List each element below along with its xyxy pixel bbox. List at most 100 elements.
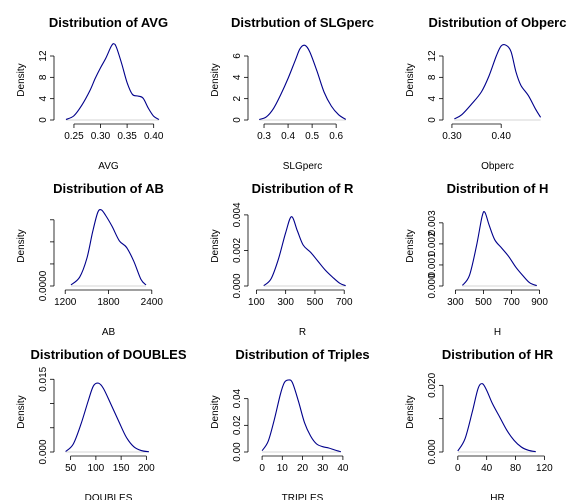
panel-1-y-tick-label: 0 xyxy=(38,117,49,123)
panel-7-x-tick-label: 50 xyxy=(65,463,77,474)
panel-1-x-tick-label: 0.40 xyxy=(144,131,164,142)
panel-1-y-tick-label: 12 xyxy=(38,50,49,62)
panel-9-y-tick-label: 0.020 xyxy=(427,372,438,397)
panel-2-density-curve xyxy=(259,44,347,120)
panel-9-y-label: Density xyxy=(405,395,416,428)
panel-8-y-label: Density xyxy=(210,395,221,428)
panel-9-x-tick-label: 120 xyxy=(536,463,553,474)
panel-2-x-label: SLGperc xyxy=(283,161,322,172)
panel-3-x-tick-label: 0.40 xyxy=(491,131,511,142)
panel-8-y-tick-label: 0.00 xyxy=(232,442,243,462)
panel-7-x-tick-label: 100 xyxy=(88,463,105,474)
panel-8-y-tick-label: 0.02 xyxy=(232,415,243,435)
panel-9: Distribution of HR 0.000 0.020 Density 0 40 80… xyxy=(405,347,554,500)
panel-3-y-tick-label: 8 xyxy=(427,74,438,80)
panel-5-x-tick-label: 100 xyxy=(248,297,265,308)
panel-1-y-tick-label: 8 xyxy=(38,74,49,80)
panel-7-density-curve xyxy=(65,382,149,453)
panel-1-y-label: Density xyxy=(16,63,27,96)
panel-2-y-tick-label: 0 xyxy=(232,117,243,123)
panel-9-density-curve xyxy=(457,383,536,453)
panel-6-y-label: Density xyxy=(405,229,416,262)
panel-4-x-tick-label: 2400 xyxy=(141,297,164,308)
panel-7-x-tick-label: 150 xyxy=(113,463,130,474)
panel-9-x-tick-label: 40 xyxy=(481,463,493,474)
panel-7-y-tick-label: 0.015 xyxy=(38,366,49,391)
panel-2-x-tick-label: 0.6 xyxy=(329,131,343,142)
panel-9-x-label: HR xyxy=(490,493,504,500)
panel-2: Distrbution of SLGperc 0 2 4 6 Density 0.3 0.4 0… xyxy=(210,15,374,172)
panel-6-x-tick-label: 300 xyxy=(447,297,464,308)
panel-5-y-tick-label: 0.000 xyxy=(232,273,243,298)
panel-3-density-curve xyxy=(454,44,542,120)
panel-5-y-tick-label: 0.004 xyxy=(232,202,243,227)
panel-3-x-tick-label: 0.30 xyxy=(442,131,462,142)
panel-5-x-tick-label: 300 xyxy=(277,297,294,308)
panel-1-x-tick-label: 0.35 xyxy=(117,131,137,142)
panel-5-density-curve xyxy=(263,216,346,287)
panel-5: Distribution of R 0.000 0.002 0.004 Density 1… xyxy=(210,181,354,338)
panel-3-y-tick-label: 4 xyxy=(427,95,438,101)
panel-1-density-curve xyxy=(65,43,160,120)
panel-8-x-tick-label: 40 xyxy=(337,463,349,474)
panel-8-y-tick-label: 0.04 xyxy=(232,388,243,408)
panel-2-y-tick-label: 4 xyxy=(232,74,243,80)
panel-4: Distribution of AB 0.0000 Density 1200 1800 2… xyxy=(16,181,164,338)
panel-6-x-tick-label: 900 xyxy=(531,297,548,308)
panel-3-y-label: Density xyxy=(405,63,416,96)
panel-6-y-tick-label: 0.001 xyxy=(427,252,438,277)
panel-1: Distribution of AVG 0 4 8 12 Density 0.25 0.30 0… xyxy=(16,15,168,172)
panel-6-y-tick-label: 0.002 xyxy=(427,231,438,256)
panel-4-y-label: Density xyxy=(16,229,27,262)
panel-7: Distribution of DOUBLES 0.000 0.015 Density… xyxy=(16,347,187,500)
panel-8-title: Distribution of Triples xyxy=(235,347,369,362)
panel-6-y-tick-label: 0.003 xyxy=(427,210,438,235)
panel-7-y-tick-label: 0.000 xyxy=(38,439,49,464)
panel-3-y-tick-label: 0 xyxy=(427,117,438,123)
panel-8: Distribution of Triples 0.00 0.02 0.04 Densi… xyxy=(210,347,370,500)
panel-5-y-label: Density xyxy=(210,229,221,262)
panel-1-x-tick-label: 0.25 xyxy=(64,131,84,142)
panel-1-x-label: AVG xyxy=(98,161,119,172)
panel-4-title: Distribution of AB xyxy=(53,181,164,196)
panel-8-x-tick-label: 20 xyxy=(297,463,309,474)
panel-3-y-tick-label: 12 xyxy=(427,50,438,62)
panel-6-x-label: H xyxy=(494,327,501,338)
panel-6-x-tick-label: 700 xyxy=(503,297,520,308)
panel-9-y-tick-label: 0.000 xyxy=(427,439,438,464)
panel-9-title: Distribution of HR xyxy=(442,347,554,362)
panel-7-title: Distribution of DOUBLES xyxy=(31,347,187,362)
panel-2-x-tick-label: 0.3 xyxy=(257,131,271,142)
panel-4-y-tick-label: 0.0000 xyxy=(38,270,49,301)
panel-5-x-tick-label: 500 xyxy=(307,297,324,308)
panel-7-x-tick-label: 200 xyxy=(138,463,155,474)
panel-8-x-label: TRIPLES xyxy=(282,493,324,500)
panel-3-x-label: Obperc xyxy=(481,161,514,172)
panel-4-x-tick-label: 1200 xyxy=(54,297,77,308)
panel-8-x-tick-label: 10 xyxy=(277,463,289,474)
panel-3: Distribution of Obperc 0 4 8 12 Density 0.30 0.… xyxy=(405,15,566,172)
panel-6-title: Distribution of H xyxy=(447,181,549,196)
panel-8-x-tick-label: 30 xyxy=(317,463,329,474)
panel-1-y-tick-label: 4 xyxy=(38,95,49,101)
panel-3-title: Distribution of Obperc xyxy=(429,15,567,30)
panel-2-x-tick-label: 0.5 xyxy=(305,131,319,142)
panel-9-x-tick-label: 80 xyxy=(510,463,522,474)
panel-7-y-label: Density xyxy=(16,395,27,428)
panel-8-x-tick-label: 0 xyxy=(259,463,265,474)
panel-2-y-tick-label: 2 xyxy=(232,95,243,101)
panel-1-title: Distribution of AVG xyxy=(49,15,168,30)
panel-1-x-tick-label: 0.30 xyxy=(91,131,111,142)
panel-6-x-tick-label: 500 xyxy=(475,297,492,308)
panel-2-title: Distrbution of SLGperc xyxy=(231,15,374,30)
panel-9-x-tick-label: 0 xyxy=(455,463,461,474)
panel-2-x-tick-label: 0.4 xyxy=(281,131,295,142)
panel-4-density-curve xyxy=(70,209,147,286)
panel-2-y-label: Density xyxy=(210,63,221,96)
panel-2-y-tick-label: 6 xyxy=(232,53,243,59)
panel-5-title: Distribution of R xyxy=(252,181,354,196)
panel-8-density-curve xyxy=(261,379,342,453)
panel-5-y-tick-label: 0.002 xyxy=(232,237,243,262)
